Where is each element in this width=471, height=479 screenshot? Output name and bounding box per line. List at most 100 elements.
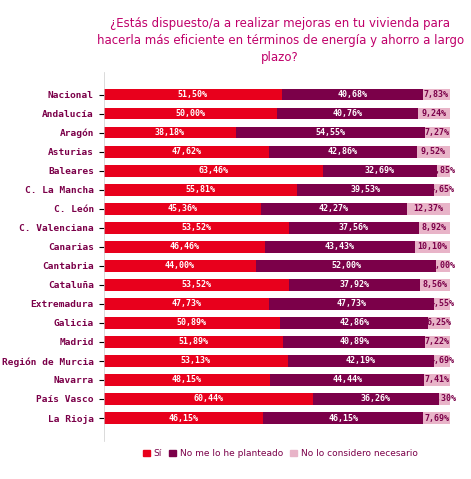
Bar <box>419 222 450 234</box>
Bar <box>439 393 450 405</box>
Bar <box>417 146 450 158</box>
Bar <box>434 298 450 310</box>
Text: 48,15%: 48,15% <box>172 376 202 385</box>
Text: 6,25%: 6,25% <box>427 319 452 327</box>
Text: 51,50%: 51,50% <box>178 90 208 99</box>
Bar <box>104 279 289 291</box>
Text: 46,46%: 46,46% <box>169 242 199 251</box>
Bar <box>104 393 313 405</box>
Text: 53,52%: 53,52% <box>181 223 211 232</box>
Text: 52,00%: 52,00% <box>331 261 361 270</box>
Text: 7,22%: 7,22% <box>425 337 450 346</box>
Text: 63,46%: 63,46% <box>198 166 228 175</box>
Text: 44,00%: 44,00% <box>165 261 195 270</box>
Bar <box>104 298 269 310</box>
Text: 39,53%: 39,53% <box>350 185 381 194</box>
Bar <box>313 393 439 405</box>
Text: 53,13%: 53,13% <box>180 356 211 365</box>
Text: 42,19%: 42,19% <box>346 356 376 365</box>
Text: 10,10%: 10,10% <box>417 242 447 251</box>
Text: 43,43%: 43,43% <box>325 242 355 251</box>
Bar <box>256 260 436 272</box>
Bar <box>425 336 450 348</box>
Text: 7,41%: 7,41% <box>425 376 450 385</box>
Text: 12,37%: 12,37% <box>414 204 444 213</box>
Text: 44,44%: 44,44% <box>333 376 362 385</box>
Text: 7,69%: 7,69% <box>424 413 449 422</box>
Bar <box>269 298 434 310</box>
Bar <box>428 317 450 329</box>
Text: 7,27%: 7,27% <box>425 128 450 137</box>
Bar <box>104 355 288 367</box>
Bar <box>104 412 263 424</box>
Text: 4,69%: 4,69% <box>430 356 455 365</box>
Bar <box>424 374 450 386</box>
Bar <box>270 374 424 386</box>
Bar <box>418 108 450 119</box>
Text: 45,36%: 45,36% <box>167 204 197 213</box>
Bar <box>104 89 282 101</box>
Bar <box>434 355 450 367</box>
Bar <box>284 336 425 348</box>
Text: 3,30%: 3,30% <box>432 395 457 403</box>
Bar <box>104 126 236 138</box>
Text: 4,65%: 4,65% <box>430 185 455 194</box>
Bar <box>407 203 450 215</box>
Bar <box>104 146 268 158</box>
Bar <box>104 165 324 177</box>
Bar <box>104 336 284 348</box>
Text: 51,89%: 51,89% <box>179 337 209 346</box>
Bar <box>288 355 434 367</box>
Bar <box>104 241 265 252</box>
Text: 50,00%: 50,00% <box>175 109 205 118</box>
Text: 40,89%: 40,89% <box>339 337 369 346</box>
Text: 42,86%: 42,86% <box>339 319 369 327</box>
Text: 9,24%: 9,24% <box>422 109 447 118</box>
Bar <box>104 260 256 272</box>
Text: 3,85%: 3,85% <box>431 166 456 175</box>
Text: 9,52%: 9,52% <box>421 147 446 156</box>
Text: 40,68%: 40,68% <box>337 90 367 99</box>
Text: 42,86%: 42,86% <box>328 147 358 156</box>
Text: 46,15%: 46,15% <box>328 413 358 422</box>
Bar <box>324 165 437 177</box>
Bar <box>280 317 428 329</box>
Bar <box>434 184 450 195</box>
Text: 36,26%: 36,26% <box>361 395 391 403</box>
Text: 40,76%: 40,76% <box>333 109 362 118</box>
Bar <box>104 317 280 329</box>
Bar <box>268 146 417 158</box>
Bar <box>436 260 450 272</box>
Bar <box>263 412 423 424</box>
Bar <box>104 184 297 195</box>
Bar <box>423 412 450 424</box>
Text: 4,55%: 4,55% <box>430 299 455 308</box>
Text: 7,83%: 7,83% <box>424 90 449 99</box>
Text: 55,81%: 55,81% <box>185 185 215 194</box>
Title: ¿Estás dispuesto/a a realizar mejoras en tu vivienda para
hacerla más eficiente : ¿Estás dispuesto/a a realizar mejoras en… <box>97 17 464 64</box>
Bar <box>423 89 450 101</box>
Bar <box>104 203 261 215</box>
Bar <box>104 108 277 119</box>
Text: 50,89%: 50,89% <box>177 319 207 327</box>
Text: 46,15%: 46,15% <box>169 413 199 422</box>
Text: 60,44%: 60,44% <box>193 395 223 403</box>
Text: 8,56%: 8,56% <box>422 280 447 289</box>
Bar <box>425 126 450 138</box>
Bar <box>282 89 423 101</box>
Legend: Sí, No me lo he planteado, No lo considero necesario: Sí, No me lo he planteado, No lo conside… <box>139 446 422 462</box>
Text: 32,69%: 32,69% <box>365 166 395 175</box>
Text: 53,52%: 53,52% <box>181 280 211 289</box>
Text: 47,62%: 47,62% <box>171 147 201 156</box>
Bar <box>289 279 420 291</box>
Bar <box>415 241 450 252</box>
Bar <box>104 222 289 234</box>
Bar <box>297 184 434 195</box>
Text: 47,73%: 47,73% <box>171 299 201 308</box>
Bar <box>265 241 415 252</box>
Text: 42,27%: 42,27% <box>319 204 349 213</box>
Text: 47,73%: 47,73% <box>337 299 366 308</box>
Text: 54,55%: 54,55% <box>315 128 345 137</box>
Text: 4,00%: 4,00% <box>430 261 455 270</box>
Bar <box>420 279 450 291</box>
